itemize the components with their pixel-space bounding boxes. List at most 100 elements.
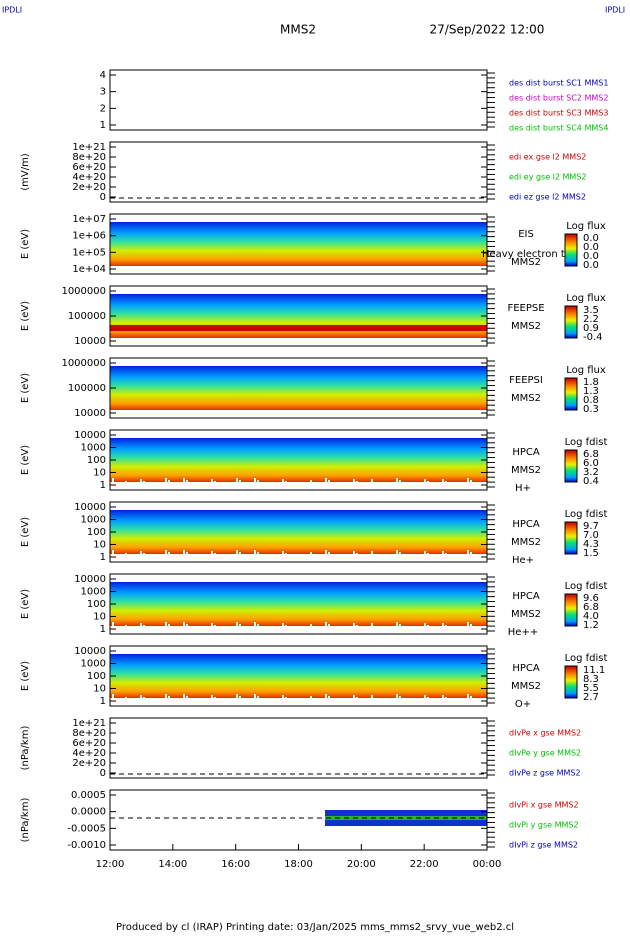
gap — [143, 553, 145, 558]
gap — [137, 489, 139, 494]
gap — [177, 558, 179, 563]
gap — [214, 697, 216, 702]
gap — [177, 702, 179, 707]
colorbar-label: 11.1 — [583, 665, 605, 676]
gap — [239, 696, 241, 701]
gap — [165, 550, 167, 555]
colorbar-title: Log flux — [566, 293, 606, 304]
gap — [171, 698, 173, 703]
gap — [208, 561, 210, 566]
colorbar-label: 3.2 — [583, 467, 599, 478]
gap — [356, 625, 358, 630]
gap — [356, 697, 358, 702]
gap — [199, 483, 201, 488]
gap — [131, 629, 133, 634]
gap — [245, 484, 247, 489]
gap — [313, 626, 315, 631]
gap — [217, 555, 219, 560]
gap — [217, 627, 219, 632]
y-tick-label: 1 — [100, 624, 106, 635]
x-tick-label: 20:00 — [347, 859, 376, 870]
gap — [186, 480, 188, 485]
gap — [334, 700, 336, 705]
instrument-label: FEEPSE — [507, 303, 544, 314]
instrument-label: HPCA — [512, 591, 540, 602]
gap — [140, 479, 142, 484]
colorbar-label: 0.0 — [583, 242, 599, 253]
gap — [479, 558, 481, 563]
instrument-label: H+ — [515, 483, 531, 494]
x-tick-label: 12:00 — [96, 859, 125, 870]
gap — [439, 561, 441, 566]
gap — [319, 630, 321, 635]
gap — [433, 485, 435, 490]
gap — [273, 701, 275, 706]
gap — [242, 482, 244, 487]
gap — [112, 694, 114, 699]
gap — [402, 554, 404, 559]
instrument-label: MMS2 — [511, 257, 541, 268]
gap — [297, 633, 299, 638]
gap — [479, 630, 481, 635]
gap — [297, 561, 299, 566]
legend-entry: edi ex gse l2 MMS2 — [509, 153, 586, 162]
y-tick-label: 1e+21 — [72, 718, 106, 729]
gap — [421, 633, 423, 638]
y-tick-label: 10000 — [74, 502, 106, 513]
x-tick-label: 16:00 — [221, 859, 250, 870]
gap — [334, 556, 336, 561]
gap — [316, 484, 318, 489]
colorbar-label: 3.5 — [583, 305, 599, 316]
legend-entry: dIvPe x gse MMS2 — [509, 729, 581, 738]
gap — [316, 556, 318, 561]
gap — [356, 553, 358, 558]
legend-entry: dIvPe z gse MMS2 — [509, 769, 581, 778]
gap — [177, 486, 179, 491]
gap — [310, 480, 312, 485]
y-tick-label: 4 — [100, 70, 106, 81]
gap — [177, 630, 179, 635]
gap — [368, 561, 370, 566]
spectrogram — [110, 654, 487, 698]
gap — [390, 702, 392, 707]
gap — [239, 552, 241, 557]
gap — [168, 552, 170, 557]
y-tick-label: 1e+05 — [72, 247, 106, 258]
gap — [112, 622, 114, 627]
gap — [174, 700, 176, 705]
gap — [168, 696, 170, 701]
gap — [171, 554, 173, 559]
y-tick-label: 1e+04 — [72, 264, 106, 275]
gap — [445, 481, 447, 486]
legend-entry: dIvPe y gse MMS2 — [509, 749, 581, 758]
gap — [408, 558, 410, 563]
gap — [328, 624, 330, 629]
corner-label: IPDLI — [2, 6, 22, 15]
gap — [131, 557, 133, 562]
spectrogram — [110, 294, 487, 338]
y-tick-label: 3 — [100, 87, 106, 98]
gap — [146, 483, 148, 488]
y-tick-label: 1e+21 — [72, 142, 106, 153]
colorbar — [564, 665, 578, 699]
colorbar-label: 1.8 — [583, 377, 599, 388]
gap — [470, 696, 472, 701]
gap — [285, 625, 287, 630]
gap — [239, 480, 241, 485]
gap — [461, 486, 463, 491]
instrument-label: HPCA — [512, 447, 540, 458]
gap — [183, 622, 185, 627]
gap — [254, 622, 256, 627]
y-tick-label: 10000 — [74, 574, 106, 585]
gap — [396, 622, 398, 627]
gap — [245, 556, 247, 561]
y-tick-label: 100 — [87, 527, 106, 538]
gap — [186, 624, 188, 629]
date: 27/Sep/2022 12:00 — [430, 23, 545, 37]
colorbar-label: 0.0 — [583, 251, 599, 262]
gap — [445, 625, 447, 630]
gap — [282, 623, 284, 628]
colorbar-label: 2.2 — [583, 314, 599, 325]
instrument-label: EIS — [518, 229, 534, 240]
